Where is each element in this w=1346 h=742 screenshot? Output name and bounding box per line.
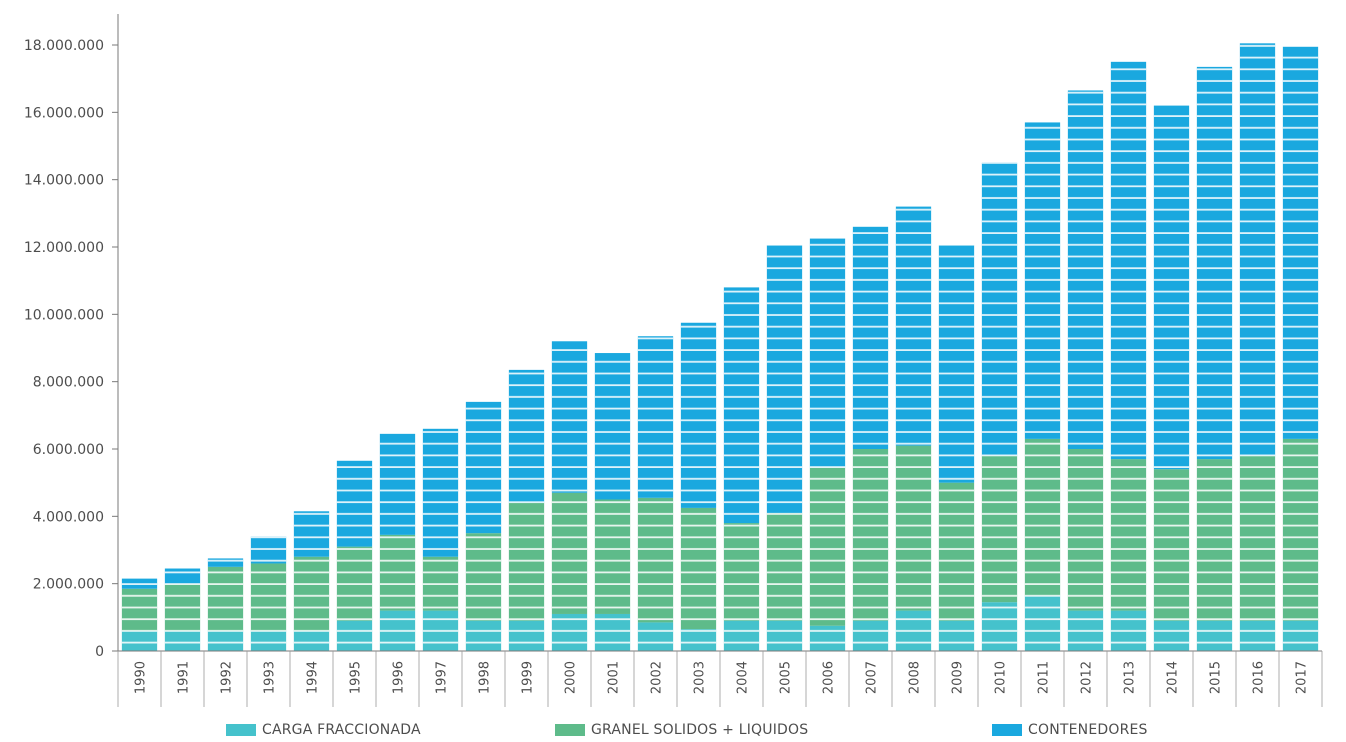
- x-tick-label-1995: 1995: [349, 661, 364, 694]
- legend-swatch-contenedores: [992, 724, 1022, 736]
- bar-stripes-2014: [1153, 105, 1190, 652]
- y-tick-label: 8.000.000: [33, 375, 104, 391]
- x-tick-label-2007: 2007: [865, 661, 880, 694]
- x-tick-label-2010: 2010: [994, 661, 1009, 694]
- bar-stripes-2008: [895, 206, 932, 651]
- legend-swatch-carga-fraccionada: [226, 724, 256, 736]
- stripe-overlays: [121, 43, 1319, 652]
- bar-stripes-2005: [766, 245, 803, 651]
- legend-item-contenedores: CONTENEDORES: [992, 722, 1148, 738]
- legend-label-contenedores: CONTENEDORES: [1028, 722, 1148, 738]
- bar-stripes-1990: [121, 578, 158, 651]
- x-tick-label-1991: 1991: [177, 661, 192, 694]
- x-tick-label-2001: 2001: [607, 661, 622, 694]
- x-tick-label-2003: 2003: [693, 661, 708, 694]
- x-tick-label-1992: 1992: [220, 661, 235, 694]
- bar-stripes-2006: [809, 238, 846, 651]
- bar-stripes-1992: [207, 558, 244, 651]
- bar-stripes-2000: [551, 341, 588, 651]
- x-tick-label-2011: 2011: [1037, 661, 1052, 694]
- x-tick-label-2014: 2014: [1166, 661, 1181, 694]
- bar-stripes-2009: [938, 245, 975, 651]
- x-tick-label-2012: 2012: [1080, 661, 1095, 694]
- bar-stripes-1993: [250, 536, 287, 651]
- x-tick-label-2008: 2008: [908, 661, 923, 694]
- bar-stripes-2003: [680, 322, 717, 651]
- y-tick-label: 0: [95, 644, 104, 660]
- bar-stripes-2001: [594, 353, 631, 651]
- y-tick-label: 12.000.000: [24, 240, 104, 256]
- bar-stripes-2002: [637, 336, 674, 651]
- bar-stripes-2016: [1239, 43, 1276, 651]
- bar-stripes-2011: [1024, 122, 1061, 652]
- legend-item-carga-fraccionada: CARGA FRACCIONADA: [226, 722, 421, 738]
- bar-stripes-2015: [1196, 66, 1233, 651]
- bar-stripes-1994: [293, 511, 330, 651]
- x-tick-label-2000: 2000: [564, 661, 579, 694]
- y-tick-label: 18.000.000: [24, 38, 104, 54]
- legend-label-carga-fraccionada: CARGA FRACCIONADA: [262, 722, 421, 738]
- bar-stripes-1997: [422, 428, 459, 651]
- bar-stripes-2010: [981, 162, 1018, 651]
- y-axis-ticks: 0 2.000.000 4.000.000 6.000.000 8.000.000 10.…: [24, 38, 118, 660]
- bar-stripes-1995: [336, 460, 373, 651]
- x-tick-label-1990: 1990: [134, 661, 149, 694]
- bar-stripes-1999: [508, 369, 545, 651]
- x-tick-label-2017: 2017: [1295, 661, 1310, 694]
- bar-stripes-2013: [1110, 61, 1147, 651]
- x-tick-label-2002: 2002: [650, 661, 665, 694]
- y-tick-label: 16.000.000: [24, 105, 104, 121]
- bar-stripes-2012: [1067, 90, 1104, 651]
- legend-label-granel: GRANEL SOLIDOS + LIQUIDOS: [591, 722, 809, 738]
- x-tick-label-1996: 1996: [392, 661, 407, 694]
- x-tick-label-1993: 1993: [263, 661, 278, 694]
- y-tick-label: 10.000.000: [24, 307, 104, 323]
- x-tick-label-2016: 2016: [1252, 661, 1267, 694]
- x-tick-label-2009: 2009: [951, 661, 966, 694]
- bar-stripes-1991: [164, 568, 201, 651]
- bar-stripes-2004: [723, 287, 760, 651]
- x-tick-label-2006: 2006: [822, 661, 837, 694]
- y-tick-label: 4.000.000: [33, 509, 104, 525]
- x-tick-label-1998: 1998: [478, 661, 493, 694]
- x-tick-label-1999: 1999: [521, 661, 536, 694]
- y-tick-label: 6.000.000: [33, 442, 104, 458]
- bar-stripes-1998: [465, 401, 502, 651]
- x-tick-label-2013: 2013: [1123, 661, 1138, 694]
- bar-stripes-2017: [1282, 46, 1319, 652]
- x-tick-label-2015: 2015: [1209, 661, 1224, 694]
- y-tick-label: 2.000.000: [33, 577, 104, 593]
- y-tick-label: 14.000.000: [24, 173, 104, 189]
- x-tick-label-2005: 2005: [779, 661, 794, 694]
- x-axis-ticks: 1990 1991 1992 1993 1994 1995 1996 1997 1998 1999…: [117, 651, 1323, 707]
- x-tick-label-1994: 1994: [306, 661, 321, 694]
- legend: CARGA FRACCIONADA GRANEL SOLIDOS + LIQUI…: [0, 722, 1346, 742]
- x-tick-label-2004: 2004: [736, 661, 751, 694]
- legend-item-granel: GRANEL SOLIDOS + LIQUIDOS: [555, 722, 808, 738]
- bar-stripes-1996: [379, 433, 416, 651]
- legend-swatch-granel: [555, 724, 585, 736]
- bar-stripes-2007: [852, 226, 889, 652]
- x-tick-label-1997: 1997: [435, 661, 450, 694]
